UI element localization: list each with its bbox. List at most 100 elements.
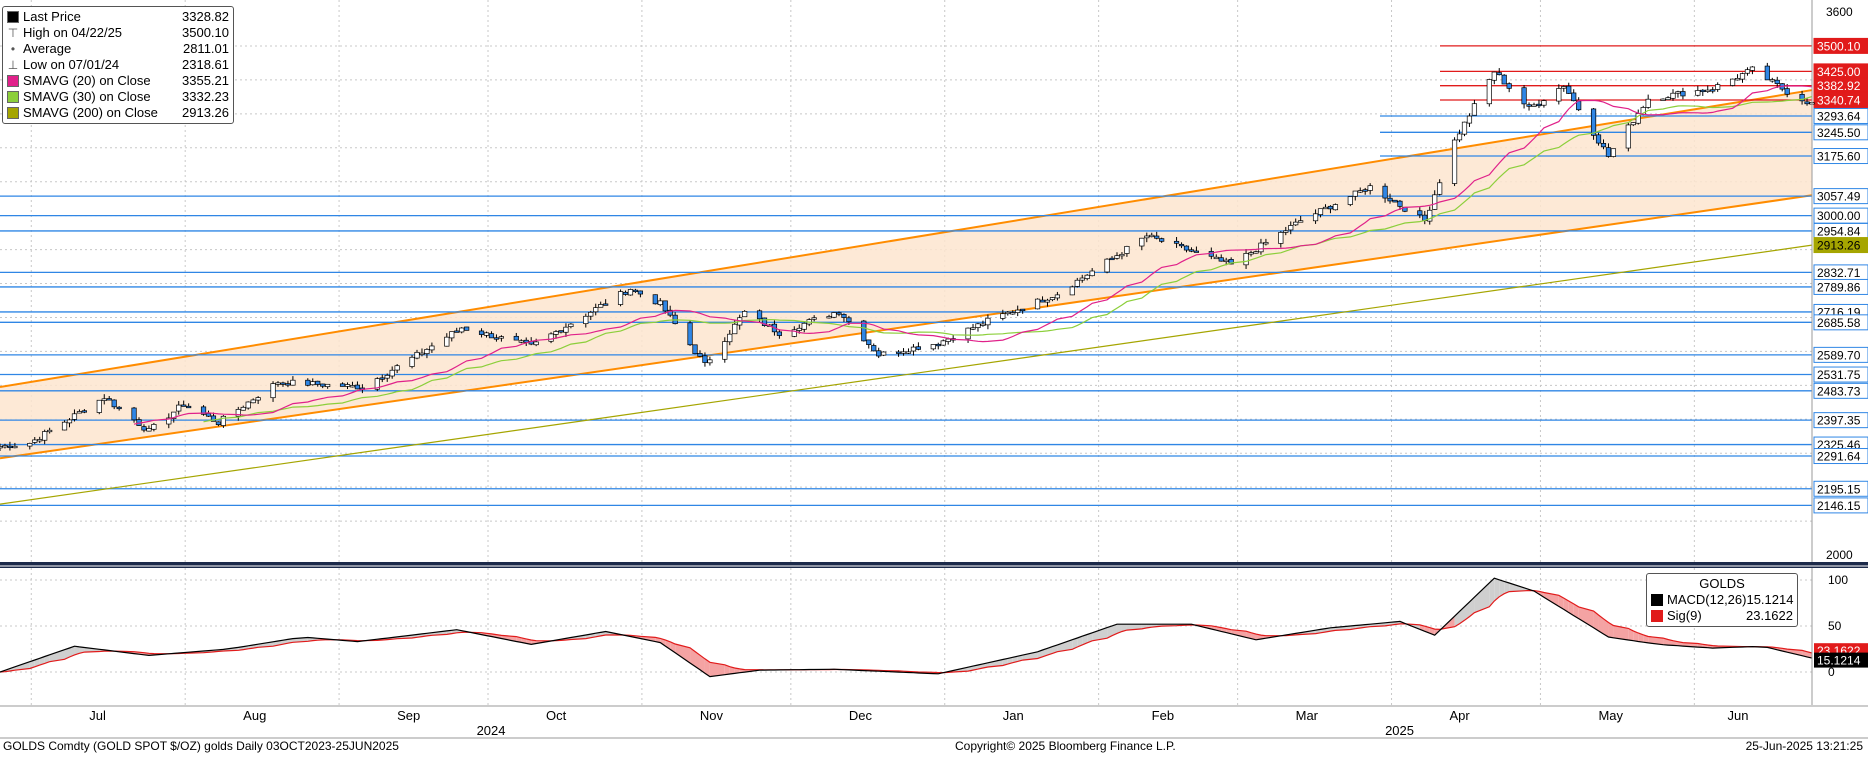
candle-body <box>379 377 385 380</box>
x-axis-month-label: May <box>1598 708 1623 723</box>
candle-body <box>1774 79 1780 84</box>
candle-body <box>1322 206 1329 210</box>
candle-body <box>171 411 177 419</box>
candle-body <box>1665 97 1671 101</box>
candle-body <box>1695 90 1701 96</box>
legend-item: SMAVG (20) on Close 3355.21 <box>7 73 229 89</box>
candle-body <box>141 426 147 431</box>
macd-diff-fill <box>84 647 100 653</box>
candle-body <box>761 317 768 326</box>
candle-body <box>1283 230 1289 233</box>
candle-body <box>1536 103 1542 107</box>
candle-body <box>27 443 33 447</box>
level-label-text: 3175.60 <box>1817 150 1861 164</box>
candle-body <box>7 445 13 449</box>
candle-body <box>32 439 38 443</box>
candle-body <box>1541 100 1547 106</box>
macd-diff-fill <box>1578 606 1594 628</box>
candle-body <box>1729 78 1736 86</box>
signal-legend-label: Sig(9) <box>1667 608 1702 623</box>
candle-body <box>945 338 951 342</box>
candle-body <box>419 352 425 355</box>
candle-body <box>1784 88 1790 95</box>
candle-body <box>1660 98 1666 101</box>
candle-body <box>200 406 207 415</box>
candle-body <box>1258 242 1264 253</box>
candle-body <box>866 339 872 345</box>
candle-body <box>315 380 321 385</box>
candle-body <box>1044 299 1051 303</box>
filled-square-icon <box>7 107 19 119</box>
macd-legend-label: MACD(12,26) <box>1667 592 1747 607</box>
candle-body <box>245 401 251 409</box>
macd-diff-fill <box>734 667 740 674</box>
candle-body <box>836 312 842 315</box>
level-label: 2789.86 <box>1813 278 1868 295</box>
legend-value: 2913.26 <box>182 105 229 120</box>
candle-body <box>320 383 326 387</box>
candle-body <box>1417 210 1423 216</box>
price-axis-tick: 2000 <box>1826 548 1853 562</box>
level-label: 3340.74 <box>1813 91 1868 108</box>
macd-diff-fill <box>1598 615 1604 634</box>
candle-body <box>1799 93 1805 102</box>
macd-diff-fill <box>695 651 700 670</box>
legend-value: 3355.21 <box>182 73 229 88</box>
candle-body <box>493 337 500 340</box>
macd-diff-fill <box>1474 582 1490 613</box>
candle-body <box>215 421 222 426</box>
candle-body <box>637 290 644 295</box>
candle-body <box>985 317 991 326</box>
candle-body <box>1571 92 1577 102</box>
level-label-box <box>1813 188 1868 205</box>
legend-item: SMAVG (200) on Close 2913.26 <box>7 105 229 121</box>
macd-diff-fill <box>1077 636 1083 648</box>
candle-body <box>1218 257 1224 262</box>
x-axis-month-label: Dec <box>849 708 873 723</box>
candle-body <box>0 446 3 449</box>
macd-axis-tick: 0 <box>1828 665 1835 679</box>
level-label: 3293.64 <box>1813 107 1868 124</box>
candle-body <box>1610 148 1617 157</box>
candle-body <box>776 331 783 336</box>
candle-body <box>687 322 693 346</box>
candle-body <box>488 333 495 339</box>
candle-body <box>1804 101 1810 105</box>
level-label-text: 3425.00 <box>1817 65 1861 79</box>
candle-body <box>1749 66 1756 71</box>
legend-value: 3500.10 <box>182 25 229 40</box>
candle-body <box>632 289 639 292</box>
signal-legend-row: Sig(9) 23.1622 <box>1651 608 1793 624</box>
macd-diff-fill <box>1092 627 1108 641</box>
candle-body <box>151 424 157 430</box>
x-axis-month-label: Jun <box>1728 708 1749 723</box>
macd-diff-fill <box>44 654 50 664</box>
candle-body <box>1149 234 1155 238</box>
candle-body <box>1084 274 1090 279</box>
level-label-box <box>1813 278 1868 295</box>
macd-diff-fill <box>1648 636 1664 645</box>
candle-body <box>339 383 346 387</box>
legend-label: SMAVG (30) on Close <box>23 89 151 104</box>
candle-body <box>47 429 53 433</box>
candle-body <box>583 315 589 325</box>
candle-body <box>1491 71 1497 81</box>
legend-label: High on 04/22/25 <box>23 25 123 40</box>
level-label: 2589.70 <box>1813 346 1868 363</box>
candle-body <box>1089 270 1095 277</box>
macd-legend-value: 15.1214 <box>1746 592 1794 607</box>
candle-body <box>905 351 912 354</box>
candle-body <box>275 382 281 385</box>
candle-body <box>424 349 430 354</box>
x-axis-month-label: Oct <box>546 708 567 723</box>
sma30-line <box>203 96 1813 423</box>
candle-body <box>96 399 102 413</box>
candle-body <box>1178 243 1185 247</box>
macd-diff-fill <box>1047 646 1053 656</box>
candle-body <box>1566 85 1572 94</box>
x-axis-month-label: Aug <box>243 708 266 723</box>
candle-body <box>1705 89 1711 92</box>
level-label-text: 2954.84 <box>1817 224 1861 238</box>
level-label-text: 2789.86 <box>1817 280 1861 294</box>
candle-body <box>1159 238 1165 242</box>
